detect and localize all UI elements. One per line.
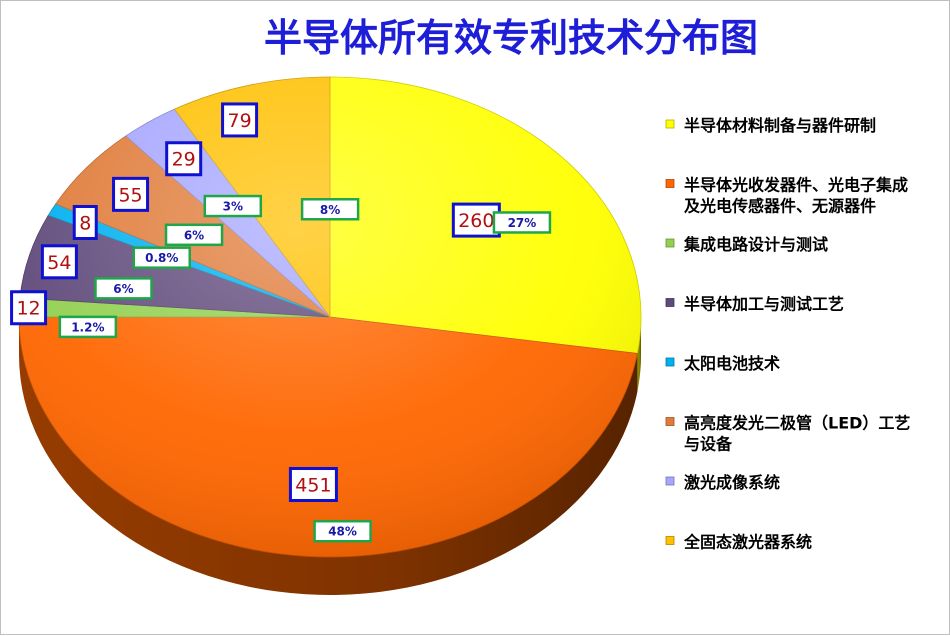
- percent-label-box: [132, 246, 191, 269]
- percent-label-text: 1.2%: [71, 320, 104, 334]
- value-label-2: 451: [288, 467, 338, 503]
- value-label-text: 8: [79, 212, 91, 234]
- percent-label-box: [94, 277, 153, 300]
- percent-label-box: [300, 198, 360, 221]
- value-label-4: 54: [40, 244, 78, 280]
- legend-swatch: [665, 298, 675, 307]
- legend-swatch: [665, 238, 675, 248]
- value-label-7: 29: [165, 141, 203, 177]
- data-label-layer: 260 27% 451 48% 12 1.2% 54 6% 8 0.8% 55 6% 29 3% 79 8%: [10, 102, 552, 543]
- legend-label: 及光电传感器件、无源器件: [684, 197, 876, 216]
- legend-label: 太阳电池技术: [683, 354, 780, 373]
- value-label-box: [72, 204, 98, 240]
- legend-label: 半导体光收发器件、光电子集成: [684, 176, 908, 195]
- value-label-text: 79: [227, 110, 251, 132]
- legend-item-5: 太阳电池技术: [665, 354, 780, 373]
- value-label-box: [288, 467, 338, 503]
- percent-label-text: 27%: [508, 216, 537, 230]
- legend-item-3: 集成电路设计与测试: [665, 235, 828, 254]
- legend-item-7: 激光成像系统: [665, 473, 780, 492]
- legend-swatch: [665, 476, 675, 486]
- percent-label-4: 6%: [94, 277, 153, 300]
- legend-swatch: [665, 179, 675, 188]
- percent-label-text: 48%: [328, 525, 357, 539]
- value-label-text: 12: [16, 298, 40, 320]
- percent-label-box: [58, 315, 118, 339]
- value-label-8: 79: [221, 102, 259, 138]
- legend-item-4: 半导体加工与测试工艺: [665, 295, 844, 314]
- legend-swatch: [665, 536, 675, 545]
- legend-label: 集成电路设计与测试: [683, 235, 828, 254]
- percent-label-box: [203, 194, 263, 218]
- percent-label-3: 1.2%: [58, 315, 118, 339]
- value-label-text: 29: [172, 149, 196, 171]
- chart-title: 半导体所有效专利技术分布图: [264, 16, 758, 60]
- legend-label: 半导体材料制备与器件研制: [684, 116, 876, 135]
- percent-label-text: 8%: [320, 203, 340, 217]
- percent-label-box: [492, 211, 552, 234]
- percent-label-2: 48%: [313, 519, 372, 543]
- legend-item-8: 全固态激光器系统: [665, 533, 812, 552]
- percent-label-5: 0.8%: [132, 246, 191, 269]
- legend-swatch: [665, 357, 675, 367]
- percent-label-8: 8%: [300, 198, 360, 221]
- legend-item-1: 半导体材料制备与器件研制: [665, 116, 876, 135]
- percent-label-text: 6%: [113, 282, 133, 296]
- percent-label-box: [164, 223, 224, 247]
- value-label-text: 260: [458, 210, 494, 232]
- percent-label-6: 6%: [164, 223, 224, 247]
- value-label-3: 12: [10, 290, 48, 326]
- value-label-1: 260: [451, 202, 501, 238]
- legend-label: 与设备: [684, 435, 733, 454]
- legend-label: 全固态激光器系统: [683, 533, 812, 552]
- value-label-5: 8: [72, 204, 98, 240]
- legend-label: 激光成像系统: [684, 473, 780, 492]
- value-label-box: [165, 141, 203, 177]
- percent-label-box: [313, 519, 372, 543]
- percent-label-7: 3%: [203, 194, 263, 218]
- percent-label-text: 3%: [223, 200, 243, 214]
- percent-label-1: 27%: [492, 211, 552, 234]
- value-label-text: 55: [118, 184, 142, 206]
- value-label-box: [10, 290, 48, 326]
- value-label-text: 54: [47, 252, 71, 274]
- legend: 半导体材料制备与器件研制半导体光收发器件、光电子集成及光电传感器件、无源器件集成…: [665, 116, 910, 552]
- value-label-text: 451: [295, 475, 331, 497]
- legend-swatch: [665, 119, 675, 129]
- legend-swatch: [665, 417, 675, 426]
- value-label-box: [112, 176, 150, 212]
- value-label-6: 55: [112, 176, 150, 212]
- legend-label: 半导体加工与测试工艺: [684, 295, 844, 314]
- percent-label-text: 0.8%: [145, 251, 178, 265]
- value-label-box: [40, 244, 78, 280]
- percent-label-text: 6%: [184, 228, 204, 242]
- legend-label: 高亮度发光二极管（LED）工艺: [684, 414, 910, 433]
- value-label-box: [221, 102, 259, 138]
